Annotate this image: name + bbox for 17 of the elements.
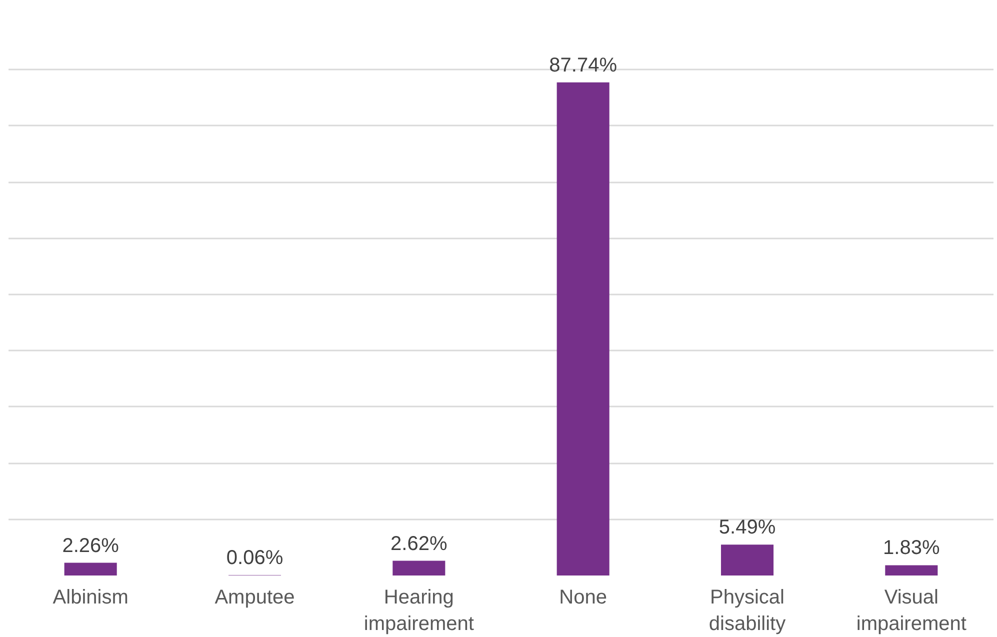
data-label: 2.62% — [390, 532, 448, 555]
x-tick-label: Albinism — [52, 586, 128, 608]
bar — [392, 560, 446, 576]
bar — [556, 82, 610, 576]
data-label: 2.26% — [62, 534, 120, 557]
x-tick-label: None — [559, 586, 607, 608]
bar — [720, 544, 774, 576]
x-tick-label: Visual impairement — [856, 586, 967, 635]
data-label: 0.06% — [226, 547, 284, 570]
data-label: 5.49% — [718, 516, 776, 539]
bar — [64, 562, 117, 576]
data-label: 87.74% — [549, 54, 618, 76]
x-tick-label: Physical disability — [708, 586, 786, 635]
x-tick-label: Hearing impairement — [364, 586, 474, 635]
data-label: 1.83% — [883, 537, 940, 560]
bar — [885, 565, 938, 576]
x-tick-label: Amputee — [214, 586, 295, 608]
